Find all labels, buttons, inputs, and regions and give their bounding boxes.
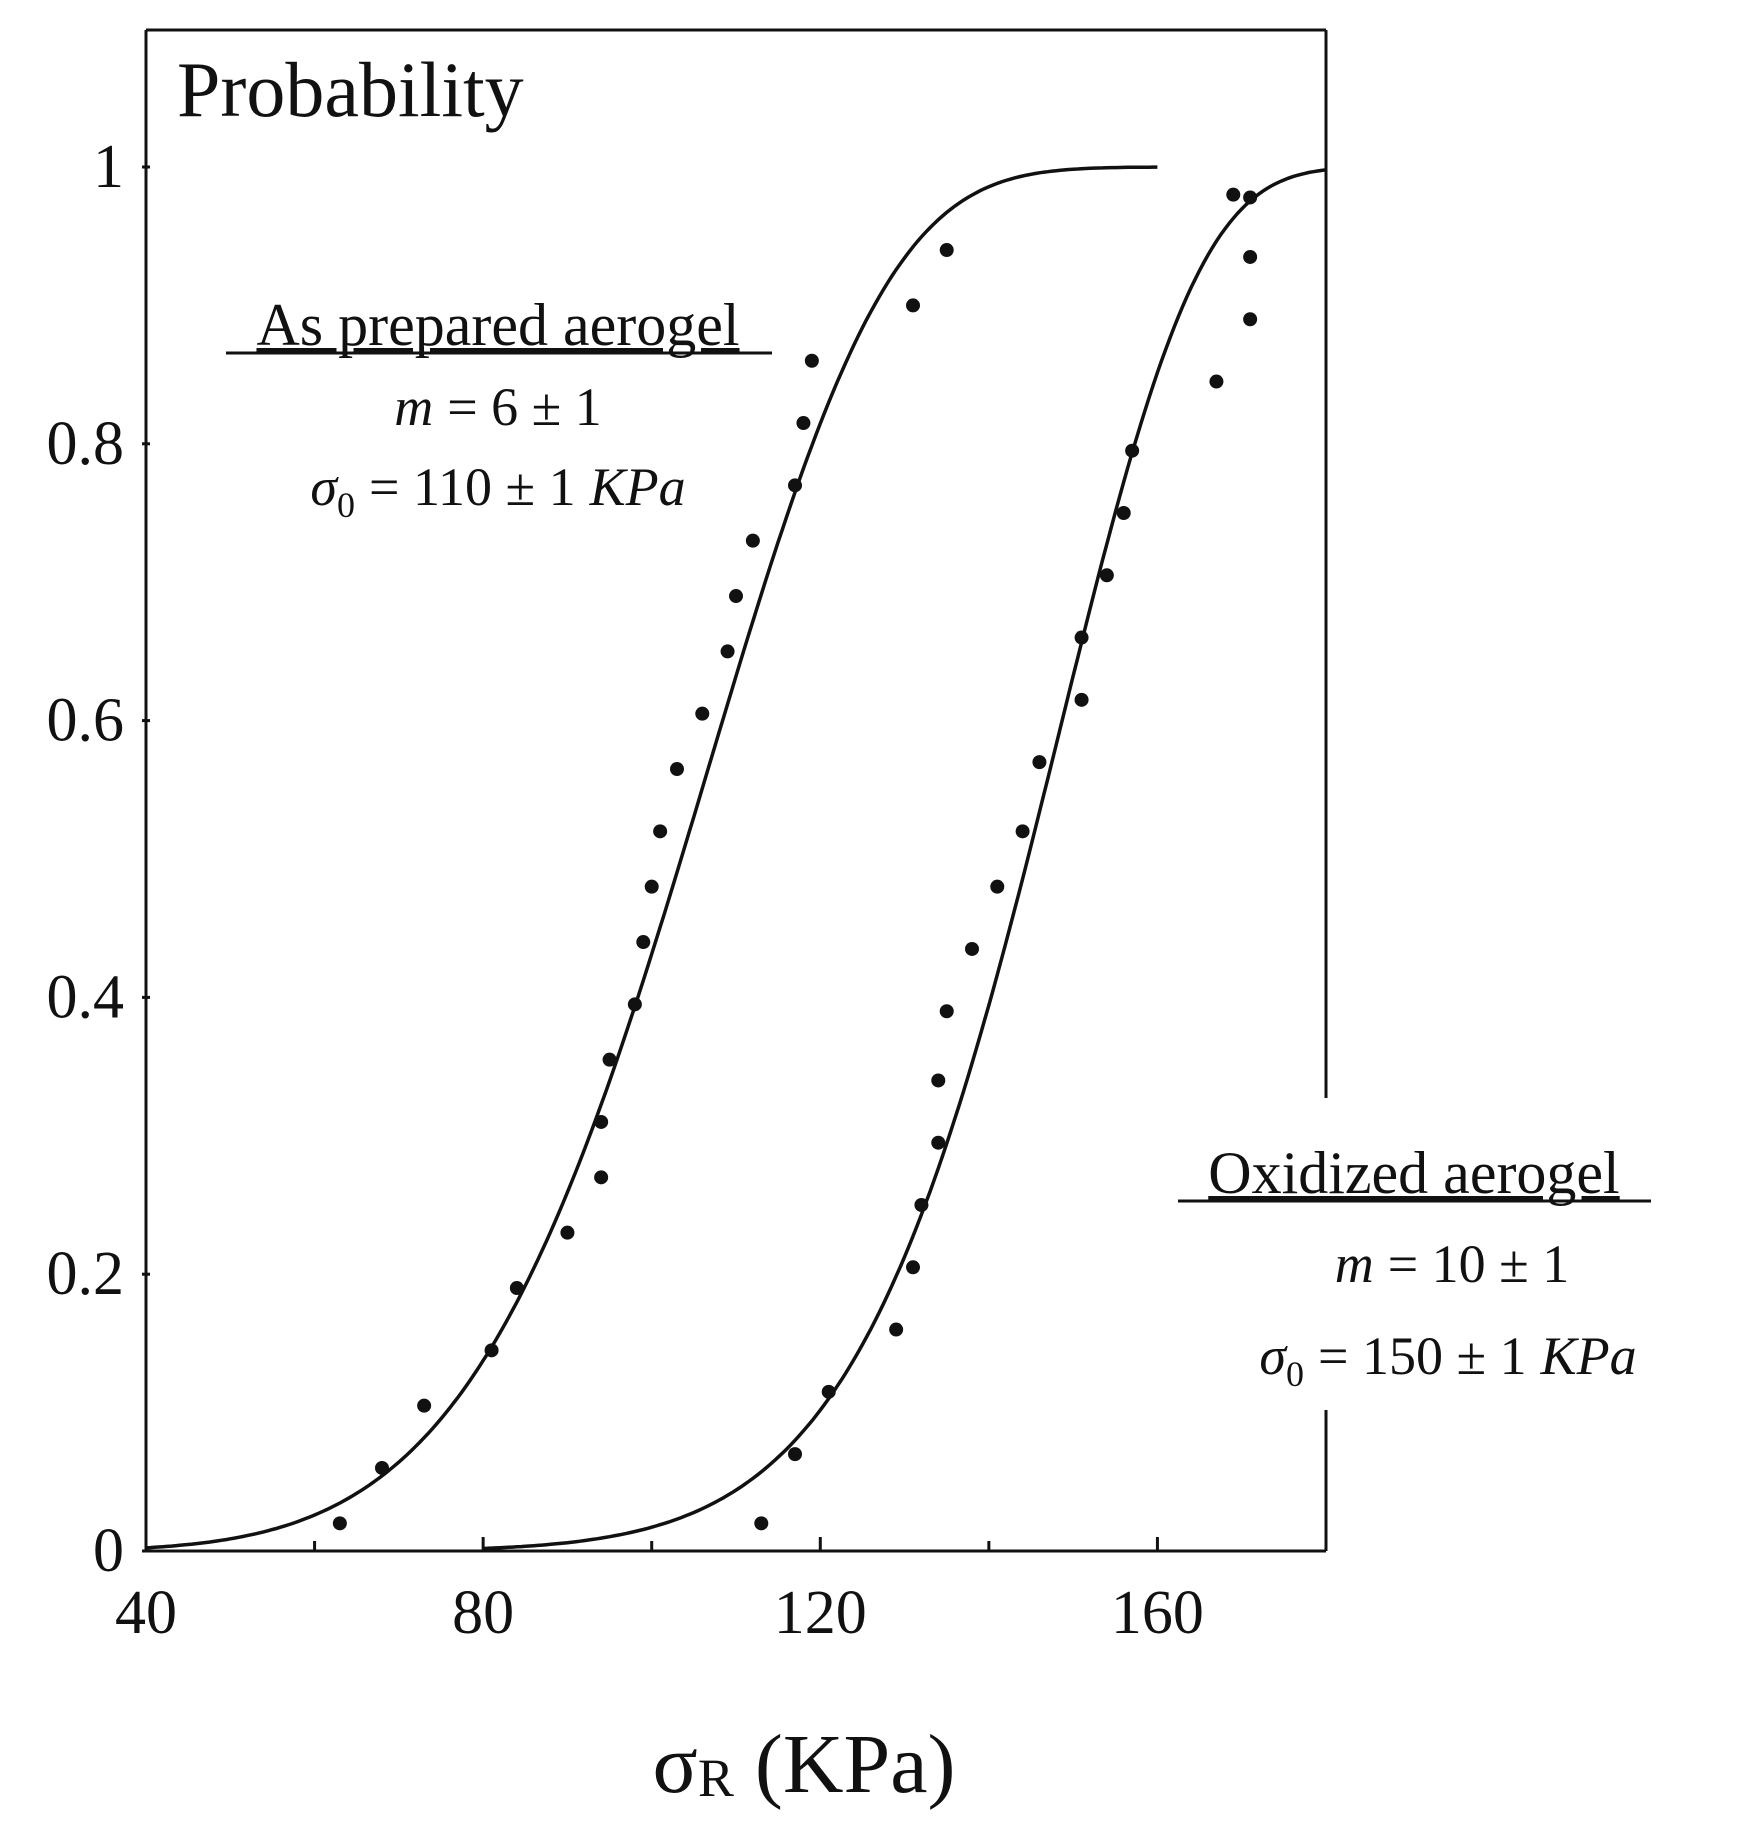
y-tick-label: 0.8 xyxy=(47,410,125,478)
data-point xyxy=(906,1260,920,1275)
x-tick-label: 80 xyxy=(452,1579,514,1647)
x-tick-label: 160 xyxy=(1111,1579,1204,1647)
data-point xyxy=(644,879,659,894)
y-tick-label: 0.4 xyxy=(47,963,125,1031)
y-axis: 0 0.2 0.4 0.6 0.8 1 xyxy=(47,133,150,1585)
data-point xyxy=(729,589,743,604)
x-axis-label-subscript: R xyxy=(698,1748,734,1808)
data-point xyxy=(332,1516,347,1531)
data-point xyxy=(653,824,668,839)
data-point xyxy=(931,1073,946,1088)
data-point xyxy=(965,941,979,956)
annotation-as-prepared-m: m = 6 ± 1 xyxy=(394,377,602,437)
data-point xyxy=(627,997,642,1012)
x-axis-label-unit: (KPa) xyxy=(734,1718,956,1811)
data-point xyxy=(821,1384,836,1399)
annotation-as-prepared-sigma-sub: 0 xyxy=(337,485,355,525)
data-point xyxy=(788,1447,802,1462)
annotation-oxidized-sigma: σ0 = 150 ± 1 KPa xyxy=(1259,1326,1636,1394)
data-point xyxy=(990,879,1005,894)
data-point xyxy=(914,1198,929,1212)
annotation-as-prepared-sigma: σ0 = 110 ± 1 KPa xyxy=(310,457,685,525)
annotation-as-prepared-m-label: m xyxy=(394,377,433,437)
data-point xyxy=(1209,374,1224,389)
annotation-oxidized-m-value: = 10 ± 1 xyxy=(1388,1234,1570,1294)
x-tick-label: 40 xyxy=(115,1579,177,1647)
annotation-oxidized-sigma-value: = 150 ± 1 xyxy=(1318,1326,1527,1386)
fit-curve xyxy=(145,165,1158,1550)
y-tick-label: 0.6 xyxy=(47,687,125,755)
data-point xyxy=(720,644,735,659)
annotation-oxidized-sigma-label: σ xyxy=(1259,1326,1288,1386)
y-tick-label: 0 xyxy=(93,1517,124,1585)
annotation-as-prepared: As prepared aerogel m = 6 ± 1 σ0 = 110 ± 1… xyxy=(226,292,772,525)
y-axis-label: Probability xyxy=(177,46,524,133)
data-point xyxy=(788,478,802,493)
annotation-as-prepared-sigma-value: = 110 ± 1 xyxy=(369,457,576,517)
data-point xyxy=(1074,630,1089,645)
data-point xyxy=(509,1281,524,1296)
data-point xyxy=(484,1343,499,1358)
data-point xyxy=(375,1460,389,1475)
data-point xyxy=(796,416,811,431)
x-axis-label: σR (KPa) xyxy=(653,1718,956,1811)
data-point xyxy=(1243,312,1258,327)
data-point xyxy=(695,706,710,721)
data-point xyxy=(804,353,819,368)
data-point xyxy=(745,533,760,548)
data-point xyxy=(939,243,954,258)
data-point xyxy=(594,1114,609,1129)
fit-curve xyxy=(483,168,1327,1551)
annotation-oxidized-m: m = 10 ± 1 xyxy=(1335,1234,1570,1294)
series-layer xyxy=(145,165,1327,1551)
data-point xyxy=(1099,568,1114,583)
data-point xyxy=(602,1052,617,1067)
x-axis: 40 80 120 160 xyxy=(115,1537,1204,1647)
plot-frame xyxy=(144,28,1328,1553)
x-tick-label: 120 xyxy=(774,1579,867,1647)
data-point xyxy=(1074,692,1089,707)
data-point xyxy=(1032,755,1047,770)
data-point xyxy=(594,1170,609,1185)
annotation-oxidized-title: Oxidized aerogel xyxy=(1208,1140,1619,1206)
data-point xyxy=(1243,249,1258,264)
y-tick-label: 1 xyxy=(93,133,124,201)
data-point xyxy=(1015,824,1030,839)
data-point xyxy=(754,1516,769,1531)
annotation-oxidized-sigma-unit: KPa xyxy=(1540,1326,1637,1386)
data-point xyxy=(1125,443,1140,458)
annotation-oxidized: Oxidized aerogel m = 10 ± 1 σ0 = 150 ± 1 KP… xyxy=(1178,1140,1651,1394)
data-point xyxy=(1226,187,1241,202)
y-tick-label: 0.2 xyxy=(47,1240,125,1308)
annotation-oxidized-m-label: m xyxy=(1335,1234,1374,1294)
data-point xyxy=(906,298,920,313)
data-point xyxy=(939,1004,954,1019)
data-point xyxy=(931,1135,946,1150)
data-point xyxy=(889,1322,904,1337)
annotation-oxidized-sigma-sub: 0 xyxy=(1286,1354,1304,1394)
data-point xyxy=(670,762,684,777)
annotation-as-prepared-sigma-unit: KPa xyxy=(589,457,686,517)
data-point xyxy=(1116,506,1131,520)
data-point xyxy=(560,1225,575,1240)
annotation-as-prepared-title: As prepared aerogel xyxy=(256,292,739,358)
data-point xyxy=(636,935,651,950)
series-as-prepared xyxy=(145,165,1158,1550)
annotation-as-prepared-m-value: = 6 ± 1 xyxy=(447,377,602,437)
data-point xyxy=(417,1398,432,1413)
x-axis-label-symbol: σ xyxy=(653,1718,698,1811)
annotation-as-prepared-sigma-label: σ xyxy=(310,457,339,517)
series-oxidized xyxy=(483,168,1327,1551)
data-point xyxy=(1243,190,1258,205)
